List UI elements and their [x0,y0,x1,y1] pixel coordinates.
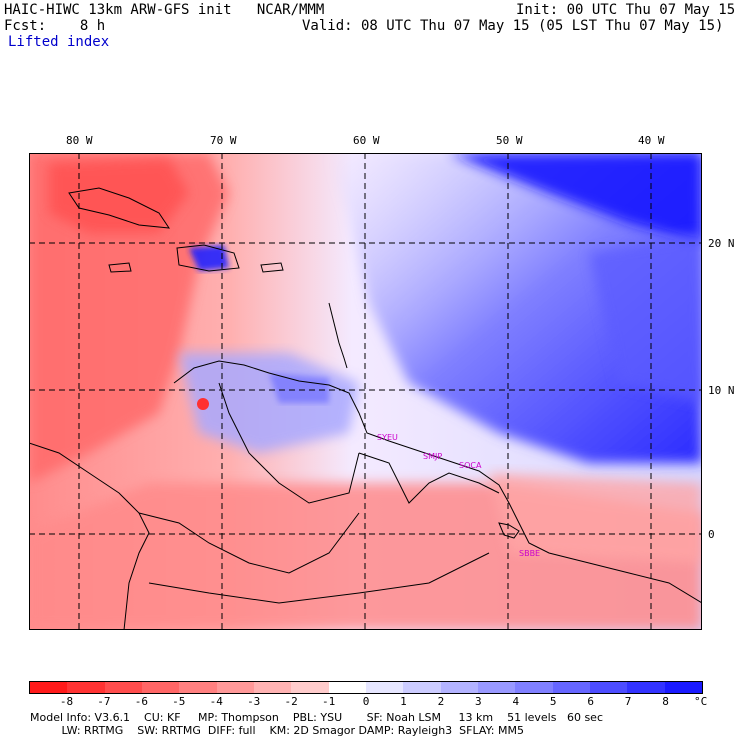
colorbar-cell [552,682,590,693]
cuba-coast [68,187,171,229]
colorbar-label: -7 [97,695,111,708]
colorbar-label: 7 [624,695,632,708]
lon-label-50w: 50 W [496,134,523,147]
stable-region-east [589,233,702,403]
colorbar-cell [589,682,628,693]
unstable-spot-lake [197,398,209,410]
jamaica-coast [108,262,132,273]
colorbar-label: 5 [549,695,557,708]
colorbar-cell [291,682,329,693]
colorbar-label: 6 [587,695,594,708]
colorbar-label: 1 [400,695,407,708]
colorbar-cell [627,682,665,693]
lesser-antilles [328,302,348,369]
unstable-region-cuba [49,158,189,233]
colorbar-cell [253,682,292,693]
map-frame [29,153,702,630]
colorbar-cell [515,682,553,693]
colorbar-label: -8 [59,695,74,708]
colorbar-cell [67,682,105,693]
colorbar-label: 8 [662,695,669,708]
colorbar-label: 0 [362,695,370,708]
colorbar-label: -1 [321,695,336,708]
station-sbbe: SBBE [519,549,540,558]
colorbar-cell [403,682,441,693]
puerto-rico-coast [260,262,284,273]
colorbar-cell [365,682,404,693]
colorbar-label: 3 [475,695,482,708]
colorbar-cell [440,682,478,693]
colorbar-label: 4 [512,695,520,708]
lifted-index-map: SYEU SMJP SOCA SBBE [29,153,702,630]
colorbar-label: -3 [247,695,261,708]
colorbar-label: -4 [209,695,223,708]
colorbar-label: -5 [172,695,186,708]
field-name: Lifted index [8,34,110,50]
coastlines [29,187,702,630]
valid-time: Valid: 08 UTC Thu 07 May 15 (05 LST Thu … [302,18,724,34]
init-time: Init: 00 UTC Thu 07 May 15 [516,2,736,18]
model-info-line1: Model Info: V3.6.1 CU: KF MP: Thompson P… [30,711,603,724]
lat-lon-grid [29,153,702,630]
colorbar-unit: °C [694,695,708,708]
south-america-coast [173,360,702,604]
colorbar-label: -2 [284,695,298,708]
colorbar-label: -6 [134,695,148,708]
model-info-line2: LW: RRTMG SW: RRTMG DIFF: full KM: 2D Sm… [30,724,524,737]
lat-label-0: 0 [708,528,715,541]
colorbar [29,681,703,694]
colorbar-cell [477,682,516,693]
brazil-border [148,552,490,604]
colorbar-label: 2 [437,695,445,708]
stable-spot-hispaniola [189,245,229,271]
colorbar-cell [104,682,142,693]
colorbar-cell [179,682,217,693]
colorbar-cell [30,682,68,693]
colorbar-cell [216,682,254,693]
stable-region-atlantic [329,153,702,463]
lon-label-60w: 60 W [353,134,380,147]
station-soca: SOCA [459,461,482,470]
lat-label-10n: 10 N [708,384,735,397]
station-smjp: SMJP [423,452,442,461]
venezuela-border [218,382,360,504]
map-title: HAIC-HIWC 13km ARW-GFS init NCAR/MMM [4,2,325,18]
lon-label-70w: 70 W [210,134,237,147]
stable-region-caribbean-core [269,373,329,403]
lon-label-40w: 40 W [638,134,665,147]
colorbar-cell [664,682,702,693]
guyana-border [358,452,500,504]
forecast-hour: Fcst: 8 h [4,18,106,34]
hispaniola-coast [176,244,240,272]
unstable-region-north-brazil [489,473,702,563]
lat-label-20n: 20 N [708,237,735,250]
station-syeu: SYEU [377,433,398,442]
amazon-mouth [498,522,520,539]
stable-region-ne [449,153,702,243]
colorbar-cell [141,682,180,693]
colorbar-cell [328,682,366,693]
colombia-border [138,512,360,574]
lon-label-80w: 80 W [66,134,93,147]
